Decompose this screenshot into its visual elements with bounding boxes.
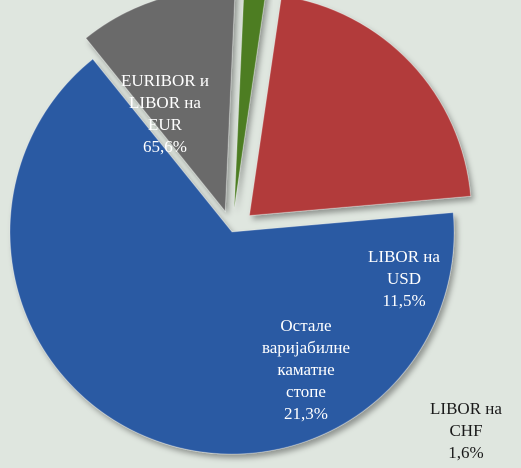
slice-label: LIBOR на <box>368 247 440 266</box>
slice-label: EURIBOR и <box>121 71 209 90</box>
value-label: 65,6% <box>143 137 187 156</box>
slice-label: каматне <box>277 360 334 379</box>
slice-label: варијабилне <box>262 338 350 357</box>
value-label: 21,3% <box>284 404 328 423</box>
pie-slice <box>248 0 472 217</box>
pie-slice <box>9 58 455 455</box>
value-label: 1,6% <box>448 443 483 462</box>
slice-label: LIBOR на <box>129 93 201 112</box>
slice-label: Остале <box>280 316 331 335</box>
pie-slice <box>233 0 266 209</box>
slice-label: EUR <box>148 115 183 134</box>
slice-label: LIBOR на <box>430 399 502 418</box>
value-label: 11,5% <box>382 291 425 310</box>
pie-slice <box>85 0 236 213</box>
slice-label: USD <box>387 269 421 288</box>
slice-label: стопе <box>286 382 326 401</box>
slice-label: CHF <box>449 421 482 440</box>
